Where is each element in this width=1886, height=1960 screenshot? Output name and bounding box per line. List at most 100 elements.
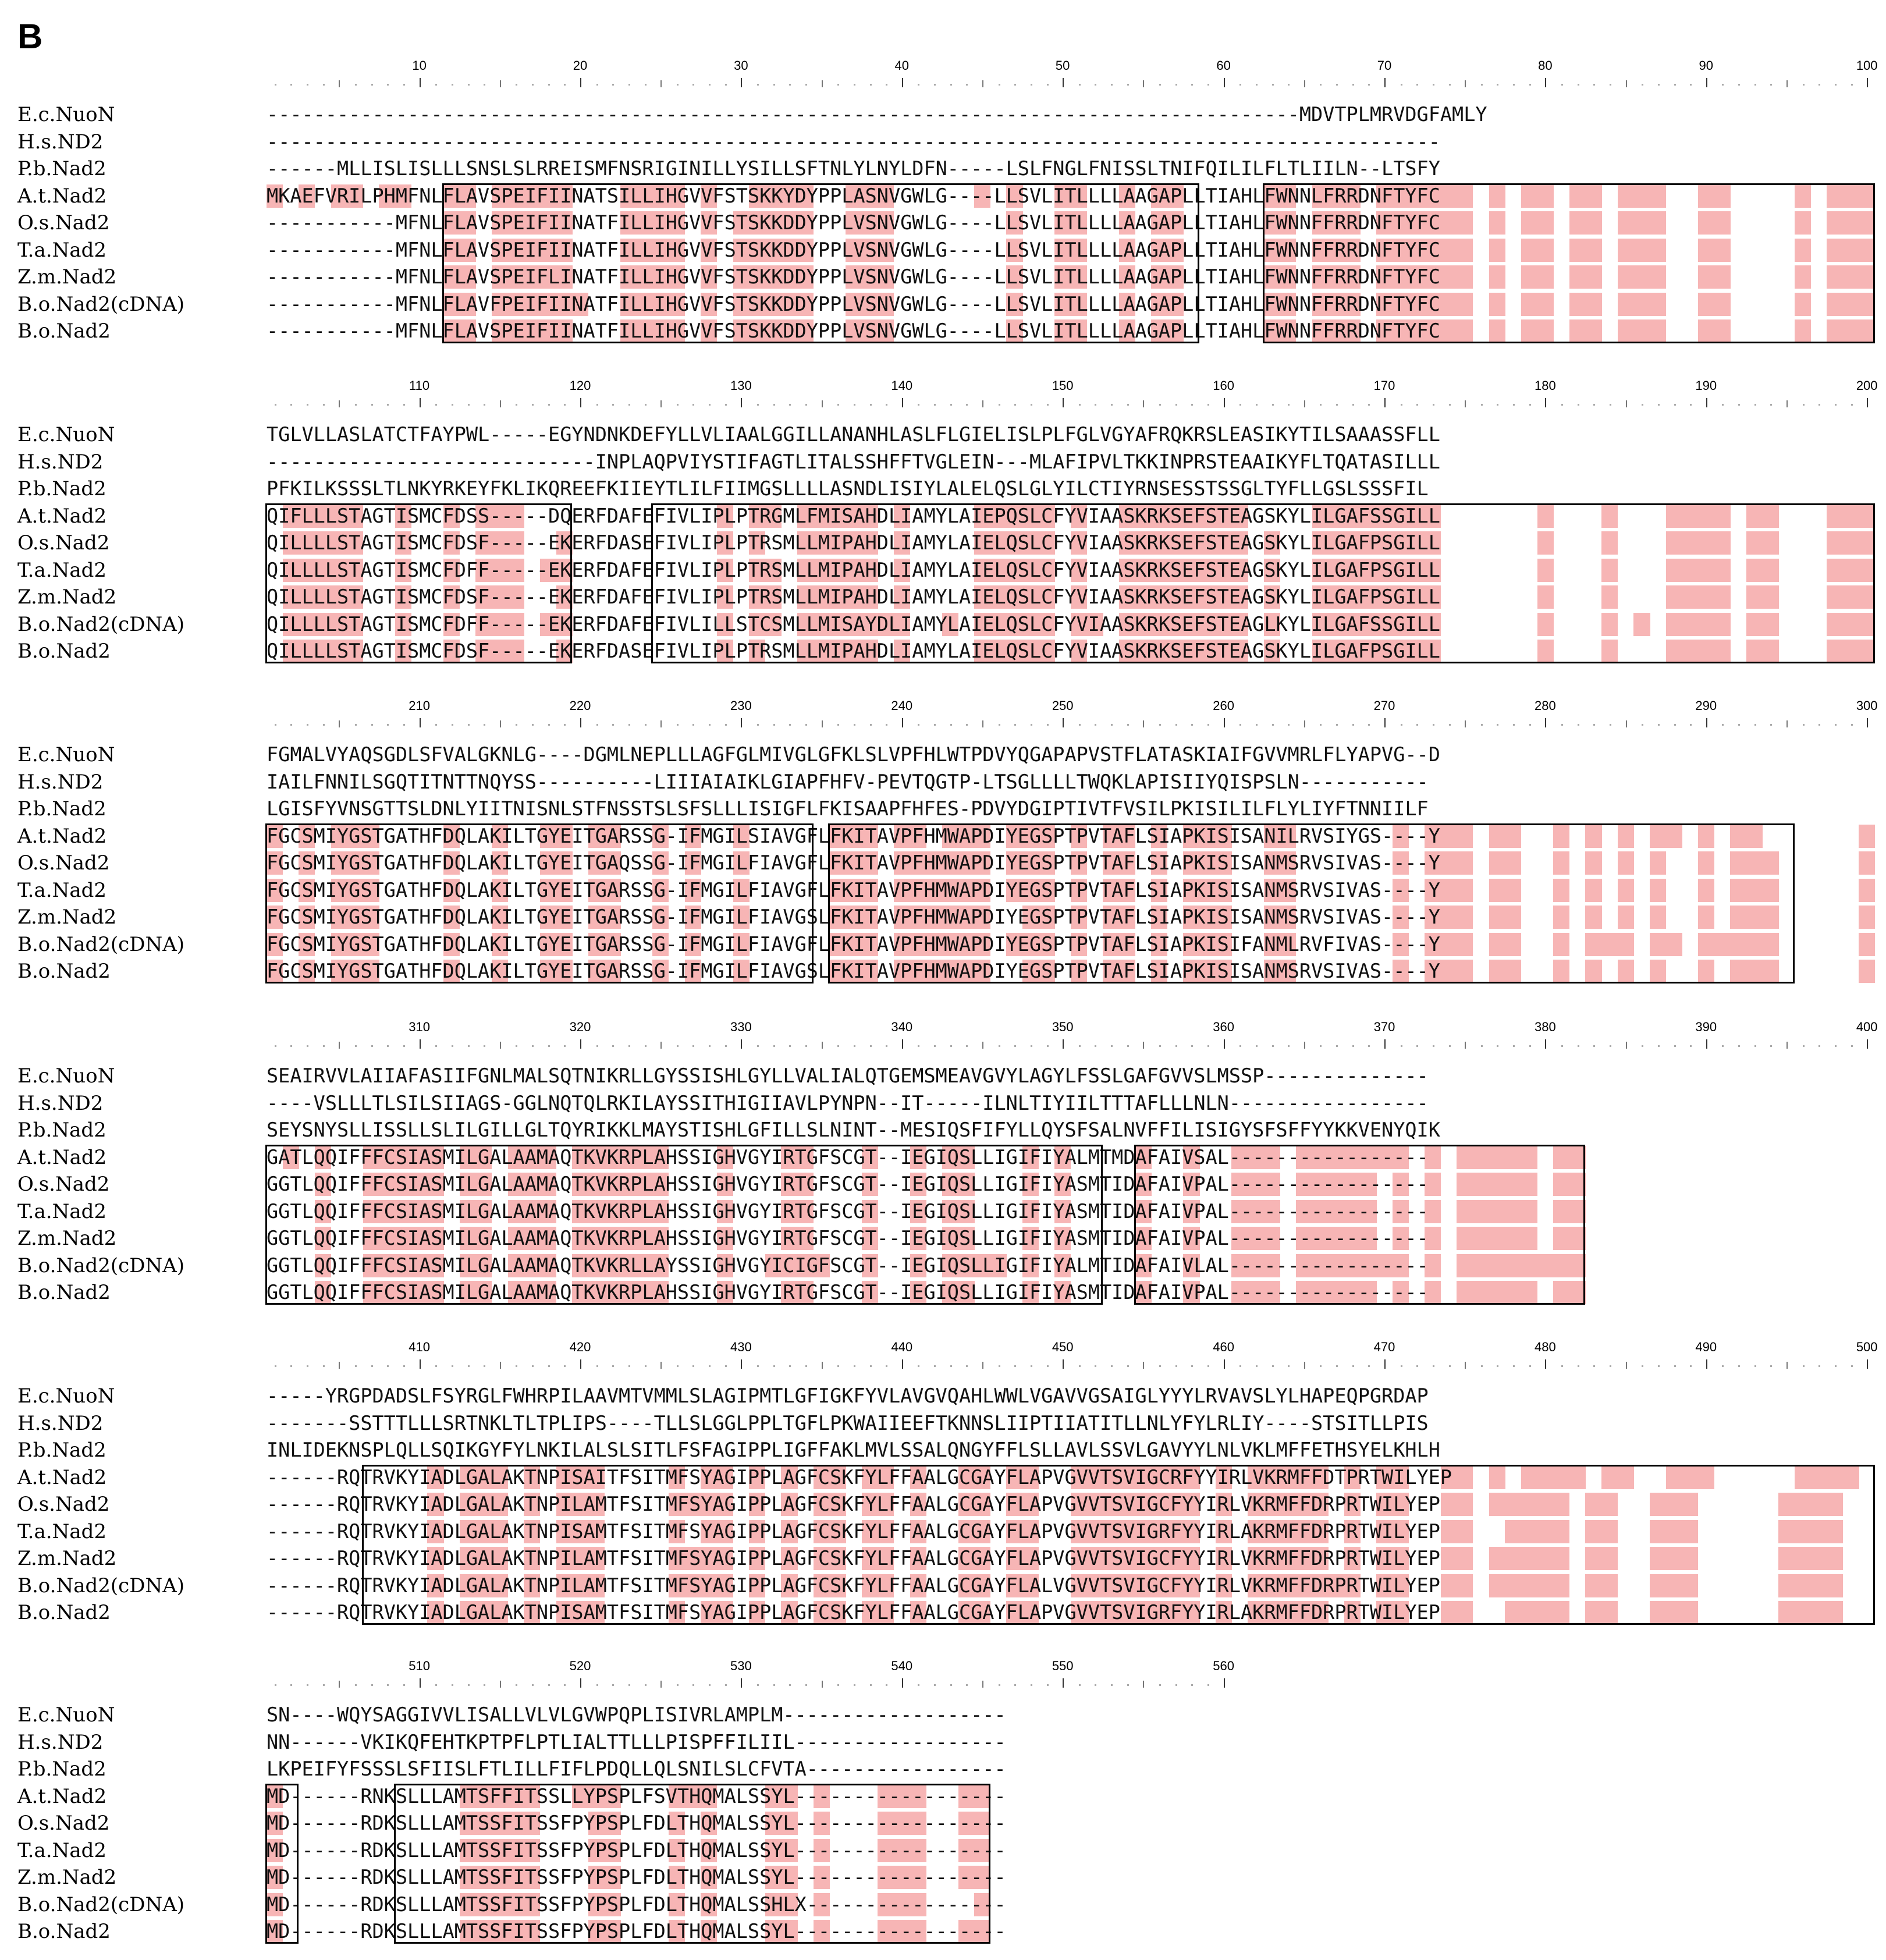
ruler-tick bbox=[307, 1045, 309, 1047]
ruler-tick bbox=[548, 84, 550, 86]
ruler-tick bbox=[1593, 1365, 1596, 1367]
ruler-tick bbox=[290, 404, 293, 406]
ruler-tick bbox=[1513, 1045, 1515, 1047]
ruler-tick bbox=[886, 1045, 888, 1047]
shaded-residue bbox=[539, 292, 556, 316]
conserved-region-box bbox=[651, 503, 1875, 663]
shaded-residue bbox=[1344, 211, 1361, 235]
ruler-tick bbox=[1770, 724, 1773, 726]
shaded-residue bbox=[1697, 265, 1715, 289]
shaded-residue bbox=[556, 184, 573, 208]
ruler-tick bbox=[757, 1365, 759, 1367]
sequence-row: E.c.NuoN FGMALVYAQSGDLSFVALGKNLG----DGMLN… bbox=[0, 742, 1886, 768]
ruler-tick bbox=[901, 78, 903, 87]
sequence-row: B.o.Nad2 -----------MFNLFLAVSPEIFIINATFIL… bbox=[0, 318, 1886, 344]
ruler-tick bbox=[499, 1681, 501, 1688]
shaded-residue bbox=[861, 184, 878, 208]
ruler-tick bbox=[837, 724, 840, 726]
shaded-residue bbox=[620, 238, 637, 262]
ruler-tick bbox=[724, 1365, 727, 1367]
ruler-number: 30 bbox=[734, 58, 748, 73]
shaded-residue bbox=[1794, 265, 1811, 289]
ruler-tick bbox=[918, 404, 920, 406]
shaded-residue bbox=[1054, 292, 1071, 316]
sequence-label: H.s.ND2 bbox=[17, 130, 104, 154]
ruler-tick bbox=[1625, 1042, 1627, 1049]
shaded-residue bbox=[1440, 292, 1457, 316]
ruler-tick bbox=[1111, 724, 1113, 726]
shaded-residue bbox=[507, 292, 524, 316]
ruler-tick bbox=[757, 404, 759, 406]
ruler-tick bbox=[966, 1365, 968, 1367]
sequence-label: A.t.Nad2 bbox=[17, 824, 107, 848]
shaded-residue bbox=[1151, 265, 1168, 289]
shaded-residue bbox=[443, 184, 460, 208]
ruler-tick bbox=[1255, 724, 1258, 726]
shaded-residue bbox=[846, 238, 862, 262]
ruler-tick bbox=[741, 1359, 743, 1369]
shaded-residue bbox=[1537, 292, 1554, 316]
ruler-tick bbox=[773, 1684, 775, 1686]
ruler-tick bbox=[1625, 400, 1627, 407]
ruler-tick bbox=[628, 404, 630, 406]
sequence-residues: SEYSNYSLLISSLLSLILGILLGLTQYRIKKLMAYSTISH… bbox=[267, 1119, 1440, 1141]
shaded-residue bbox=[861, 265, 878, 289]
shaded-residue bbox=[1794, 184, 1811, 208]
ruler-tick bbox=[1239, 1045, 1242, 1047]
shaded-residue bbox=[1280, 184, 1297, 208]
ruler-tick bbox=[1642, 1045, 1644, 1047]
ruler-tick bbox=[1078, 724, 1081, 726]
shaded-residue bbox=[652, 319, 669, 343]
sequence-row: E.c.NuoN SN----WQYSAGGIVVLISALLVLVLGVWPQP… bbox=[0, 1702, 1886, 1728]
shaded-residue bbox=[267, 184, 283, 208]
sequence-label: E.c.NuoN bbox=[17, 103, 115, 126]
shaded-residue bbox=[1263, 211, 1280, 235]
shaded-residue bbox=[1118, 238, 1136, 262]
ruler-number: 260 bbox=[1213, 698, 1234, 713]
ruler-tick bbox=[387, 1045, 389, 1047]
ruler-tick bbox=[1352, 1365, 1354, 1367]
shaded-residue bbox=[749, 238, 766, 262]
ruler-tick bbox=[1706, 718, 1707, 727]
ruler-tick bbox=[532, 1684, 534, 1686]
sequence-label: T.a.Nad2 bbox=[17, 238, 106, 262]
ruler-tick bbox=[982, 400, 983, 407]
panel-letter: B bbox=[17, 17, 43, 56]
ruler-tick bbox=[564, 404, 566, 406]
position-ruler: 510 520 530 540 550 560 bbox=[267, 1659, 1234, 1699]
ruler-tick bbox=[387, 1365, 389, 1367]
shaded-residue bbox=[491, 319, 509, 343]
ruler-tick bbox=[741, 398, 743, 407]
sequence-row: H.s.ND2 ----------------------------INPLA… bbox=[0, 449, 1886, 475]
ruler-tick bbox=[435, 404, 438, 406]
ruler-tick bbox=[1159, 1365, 1162, 1367]
ruler-tick bbox=[451, 84, 453, 86]
ruler-tick bbox=[1786, 720, 1788, 727]
ruler-tick bbox=[628, 1045, 630, 1047]
ruler-tick bbox=[1014, 1045, 1017, 1047]
ruler-tick bbox=[837, 1045, 840, 1047]
shaded-residue bbox=[1151, 184, 1168, 208]
ruler-tick bbox=[1851, 1365, 1853, 1367]
ruler-tick bbox=[966, 724, 968, 726]
shaded-residue bbox=[1650, 184, 1667, 208]
ruler-tick bbox=[1432, 404, 1434, 406]
ruler-tick bbox=[644, 1365, 647, 1367]
ruler-number: 510 bbox=[409, 1659, 430, 1673]
sequence-label: T.a.Nad2 bbox=[17, 878, 106, 902]
shaded-residue bbox=[459, 292, 476, 316]
ruler-number: 310 bbox=[409, 1020, 430, 1034]
ruler-tick bbox=[853, 1684, 855, 1686]
ruler-number: 470 bbox=[1373, 1340, 1395, 1354]
sequence-residues: NN------VKIKQFEHTKPTPFLPTLIALTTLLLPISPFF… bbox=[267, 1730, 1006, 1753]
shaded-residue bbox=[1425, 238, 1441, 262]
shaded-residue bbox=[1569, 184, 1586, 208]
ruler-tick bbox=[918, 724, 920, 726]
shaded-residue bbox=[781, 211, 798, 235]
ruler-tick bbox=[1851, 84, 1853, 86]
position-ruler: 10 20 30 40 50 60 70 80 90 100 bbox=[267, 58, 1878, 99]
shaded-residue bbox=[636, 238, 653, 262]
ruler-tick bbox=[580, 1359, 581, 1369]
ruler-tick bbox=[628, 84, 630, 86]
